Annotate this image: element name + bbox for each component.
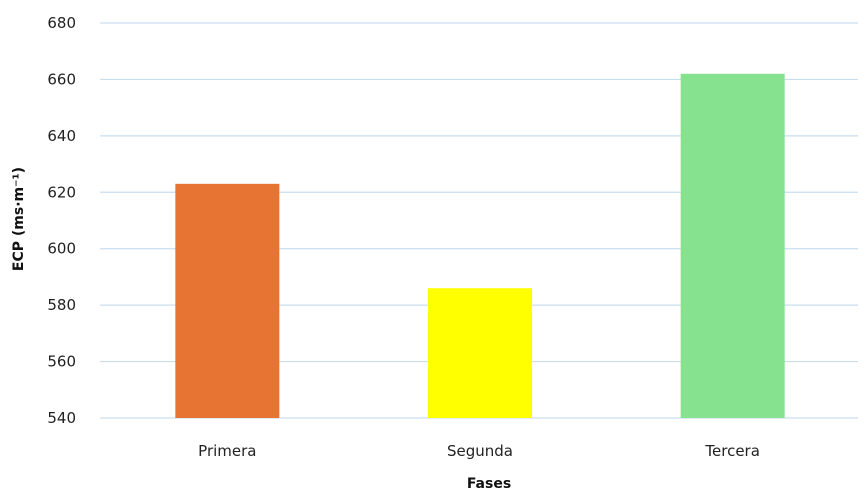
y-tick-label: 620 xyxy=(47,183,76,201)
x-axis-ticks: Primera Segunda Tercera xyxy=(198,442,760,460)
bar-primera xyxy=(175,183,280,418)
y-axis-title: ECP (ms·m⁻¹) xyxy=(11,167,27,271)
y-axis-ticks: 540 560 580 600 620 640 660 680 xyxy=(47,14,76,427)
y-tick-label: 580 xyxy=(47,296,76,314)
y-tick-label: 540 xyxy=(47,409,76,427)
y-tick-label: 680 xyxy=(47,14,76,32)
y-tick-label: 560 xyxy=(47,353,76,371)
bars xyxy=(175,73,785,419)
bar-tercera xyxy=(680,73,785,419)
bar-segunda xyxy=(428,288,532,418)
x-tick-label-tercera: Tercera xyxy=(704,442,760,460)
y-tick-label: 600 xyxy=(47,240,76,258)
x-tick-label-primera: Primera xyxy=(198,442,256,460)
x-axis-title: Fases xyxy=(467,476,511,492)
y-tick-label: 640 xyxy=(47,127,76,145)
y-tick-label: 660 xyxy=(47,70,76,88)
x-tick-label-segunda: Segunda xyxy=(447,442,513,460)
